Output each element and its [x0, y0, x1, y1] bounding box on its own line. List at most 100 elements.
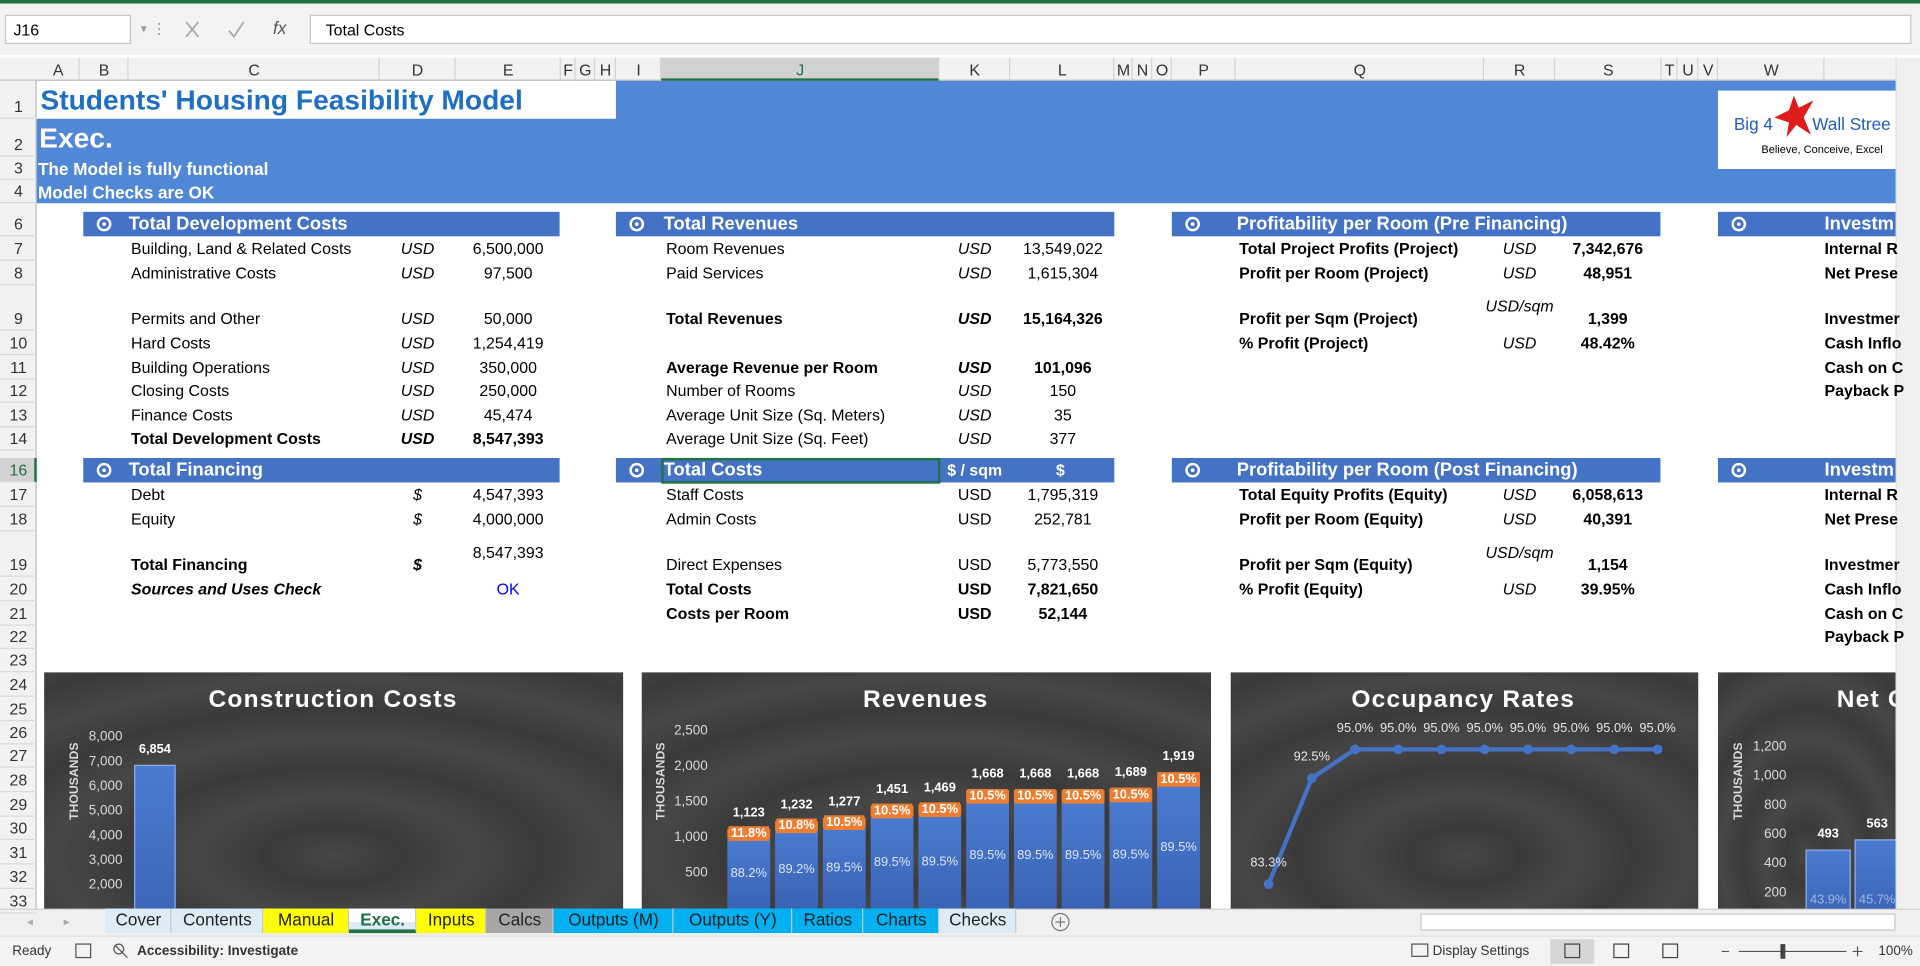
section-title: Profitability per Room (Post Financing) [1236, 459, 1578, 481]
row-header[interactable] [0, 507, 37, 532]
column-header[interactable] [456, 57, 561, 81]
row-number: 22 [9, 627, 28, 646]
column-header[interactable] [1484, 57, 1556, 81]
column-header[interactable] [1678, 57, 1699, 81]
sheet-tab[interactable] [105, 908, 172, 934]
vertical-scrollbar[interactable] [1895, 57, 1920, 909]
sheet-tab[interactable] [863, 908, 940, 934]
sheet-tab[interactable] [792, 908, 864, 934]
row-header[interactable] [0, 577, 37, 602]
row-header[interactable] [0, 840, 37, 865]
column-header[interactable] [380, 57, 456, 81]
sheet-tab[interactable] [171, 908, 264, 934]
row-header[interactable] [0, 157, 37, 181]
section-title: Profitability per Room (Pre Financing) [1236, 213, 1568, 235]
name-box[interactable]: J16 [4, 14, 132, 45]
column-header[interactable] [576, 57, 596, 81]
row-header[interactable] [0, 331, 37, 356]
axis-title: THOUSANDS [1731, 742, 1745, 820]
row-header[interactable] [0, 649, 37, 673]
line [1266, 747, 1658, 885]
row-header[interactable] [0, 380, 37, 403]
tab-prev[interactable]: ◂ [27, 914, 33, 928]
column-header[interactable] [1133, 57, 1153, 81]
row-header[interactable] [0, 889, 37, 914]
selected-cell[interactable] [661, 457, 941, 484]
cell-value: OK [496, 579, 520, 599]
section-header-bar [615, 211, 1115, 237]
cell-value: 7,821,650 [1027, 579, 1099, 599]
add-sheet[interactable] [1051, 912, 1070, 932]
row-header[interactable] [0, 768, 37, 793]
row-header[interactable] [0, 864, 37, 889]
cell-label: Total Project Profits (Project) [1239, 239, 1459, 258]
row-header[interactable] [0, 180, 37, 204]
fx-icon[interactable]: fx [273, 18, 288, 38]
row-header[interactable] [0, 355, 37, 380]
row-header[interactable] [0, 457, 37, 483]
row-header[interactable] [0, 212, 37, 237]
column-header[interactable] [1152, 57, 1172, 81]
formula-input[interactable]: Total Costs [309, 14, 1912, 45]
page-break-view[interactable] [1662, 943, 1679, 959]
row-header[interactable] [0, 697, 37, 722]
row-header[interactable] [0, 721, 37, 745]
row-header[interactable] [0, 81, 37, 119]
sheet-tab[interactable] [553, 908, 674, 934]
row-header[interactable] [0, 792, 37, 817]
row-header[interactable] [0, 427, 37, 451]
column-header[interactable] [595, 57, 616, 81]
column-header[interactable] [129, 57, 380, 81]
row-header[interactable] [0, 817, 37, 841]
column-header[interactable] [1172, 57, 1236, 81]
page-layout-view[interactable] [1613, 943, 1630, 959]
column-header[interactable] [1718, 57, 1825, 81]
column-header[interactable] [1698, 57, 1718, 81]
chart-title: Construction Costs [209, 686, 458, 713]
sheet-tab[interactable] [348, 908, 417, 934]
tab-next[interactable]: ▸ [64, 914, 70, 928]
sheet-tab[interactable] [416, 908, 487, 934]
row-header[interactable] [0, 261, 37, 286]
row-header[interactable] [0, 626, 37, 649]
row-header[interactable] [0, 236, 37, 261]
section-icon [629, 462, 645, 478]
y-tick-label: 2,500 [674, 723, 708, 738]
column-header[interactable] [80, 57, 129, 81]
row-header[interactable] [0, 601, 37, 626]
point [1263, 879, 1274, 889]
row-header[interactable] [0, 285, 37, 331]
column-header[interactable] [939, 57, 1011, 81]
row-header[interactable] [0, 531, 37, 577]
column-header[interactable] [1010, 57, 1115, 81]
sheet-tab[interactable] [673, 908, 793, 934]
column-header[interactable] [1662, 57, 1678, 81]
cell-label: Average Unit Size (Sq. Meters) [666, 405, 886, 425]
data-label: 563 [1866, 815, 1887, 830]
sheet-tab[interactable] [263, 908, 349, 934]
column-header[interactable] [616, 57, 662, 81]
column-header[interactable] [1114, 57, 1133, 81]
section-header-bar [1171, 457, 1661, 483]
cell-value: 350,000 [479, 358, 537, 377]
sheet-tab[interactable] [939, 908, 1017, 934]
cancel-icon[interactable] [185, 21, 200, 38]
row-header[interactable] [0, 482, 37, 507]
column-header[interactable] [561, 57, 576, 81]
zoom-slider[interactable] [1780, 944, 1786, 959]
normal-view[interactable] [1550, 939, 1595, 964]
sheet-tab[interactable] [486, 908, 554, 934]
column-header[interactable] [1236, 57, 1485, 81]
row-header[interactable] [0, 744, 37, 768]
column-header[interactable] [1555, 57, 1662, 81]
row-header[interactable] [0, 119, 37, 157]
horizontal-scrollbar[interactable] [1420, 913, 1896, 931]
data-label: 88.2% [731, 865, 767, 880]
data-label: 10.8% [778, 817, 815, 832]
enter-icon[interactable] [228, 21, 245, 39]
logo-name: Big 4 [1733, 113, 1773, 134]
column-header[interactable] [661, 57, 940, 81]
column-header[interactable] [37, 57, 80, 81]
row-header[interactable] [0, 672, 37, 697]
row-header[interactable] [0, 403, 37, 428]
